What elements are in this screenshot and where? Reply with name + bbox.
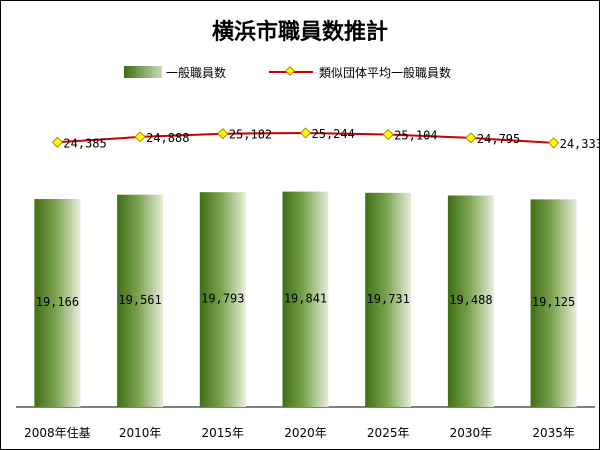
line-data-label: 25,244	[312, 127, 355, 141]
line-marker	[547, 137, 560, 149]
line-series: 24,385 24,888 25,182 25,244 25,104 24,795 24,3…	[51, 127, 599, 151]
line-marker	[217, 128, 229, 140]
x-tick-label: 2035年	[532, 426, 575, 440]
bar	[199, 192, 246, 407]
legend-line-marker	[285, 66, 295, 76]
line-marker	[299, 127, 312, 139]
bar	[34, 199, 81, 407]
line-marker	[51, 136, 64, 148]
bar-data-label: 19,731	[367, 292, 410, 306]
bar-data-label: 19,793	[201, 292, 244, 306]
bar-data-label: 19,561	[118, 293, 161, 307]
bar	[447, 195, 494, 407]
legend-line-label: 類似団体平均一般職員数	[319, 65, 451, 80]
chart-title: 横浜市職員数推計	[212, 19, 388, 45]
bar-data-label: 19,841	[284, 291, 327, 305]
bar	[365, 192, 412, 407]
x-tick-label: 2008年住基	[24, 426, 91, 440]
bar-labels: 19,166 19,561 19,793 19,841 19,731 19,488 19,1…	[36, 291, 576, 309]
x-tick-label: 2015年	[202, 426, 245, 440]
bar-data-label: 19,125	[532, 295, 575, 309]
line-marker	[382, 128, 394, 141]
line-data-label: 24,385	[63, 136, 106, 150]
line-marker	[465, 132, 477, 144]
line-data-label: 24,795	[477, 132, 520, 146]
line-data-label: 25,182	[229, 128, 272, 142]
line-data-label: 24,888	[146, 131, 189, 145]
x-tick-label: 2020年	[284, 426, 327, 440]
line-data-label: 24,333	[560, 137, 599, 151]
bar-data-label: 19,488	[449, 293, 492, 307]
bar	[282, 191, 329, 407]
legend-bar-label: 一般職員数	[166, 65, 226, 80]
line-data-label: 25,104	[394, 129, 437, 143]
x-tick-label: 2025年	[367, 426, 410, 440]
legend: 一般職員数 類似団体平均一般職員数	[124, 65, 451, 80]
x-axis-ticks: 2008年住基 2010年 2015年 2020年 2025年 2030年 2035年	[24, 426, 575, 440]
bar-series	[34, 191, 577, 407]
bar-data-label: 19,166	[36, 295, 79, 309]
line-marker	[134, 131, 146, 143]
x-tick-label: 2030年	[450, 426, 493, 440]
bar	[530, 199, 577, 407]
legend-bar-swatch	[124, 66, 162, 78]
x-tick-label: 2010年	[119, 426, 162, 440]
bar	[117, 194, 164, 407]
